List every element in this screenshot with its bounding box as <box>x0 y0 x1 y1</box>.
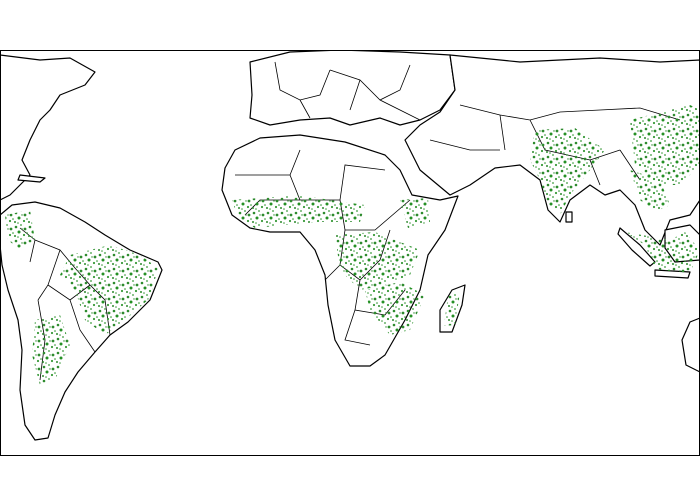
sumatra <box>617 227 656 267</box>
crop-southeast-africa <box>365 282 425 335</box>
crop-west-africa <box>232 195 365 228</box>
crop-central-africa <box>335 232 420 290</box>
australia <box>681 317 700 373</box>
crop-se-asia <box>630 170 670 212</box>
crop-argentina <box>32 315 70 385</box>
north-america <box>0 54 96 201</box>
crop-india <box>530 128 605 215</box>
europe <box>249 50 456 126</box>
sri-lanka <box>565 211 573 223</box>
europe-borders <box>274 61 421 121</box>
cropland <box>5 105 700 385</box>
crop-brazil <box>60 245 158 335</box>
crop-indonesia <box>625 232 700 273</box>
caribbean <box>17 174 46 183</box>
crop-ethiopia <box>400 198 430 228</box>
crop-madagascar <box>444 292 460 326</box>
land-layer <box>0 50 700 441</box>
crop-andes <box>5 210 35 250</box>
crop-china <box>630 105 700 185</box>
